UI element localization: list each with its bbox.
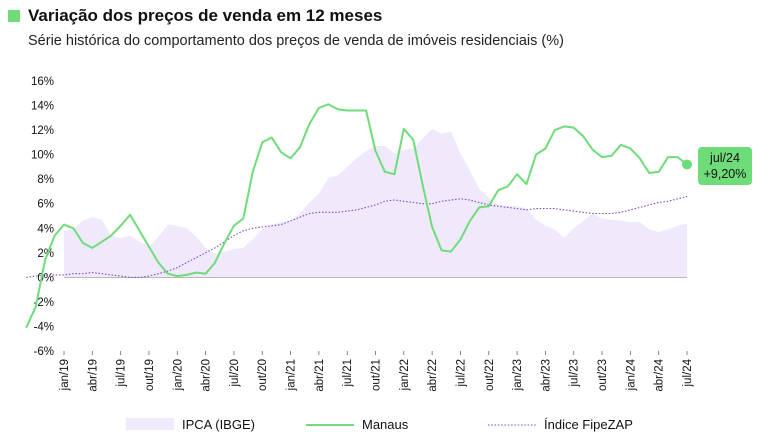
ipca-area bbox=[64, 128, 687, 278]
y-tick-label: -6% bbox=[34, 346, 54, 358]
x-tick-label: jan/22 bbox=[399, 359, 411, 391]
x-tick-label: jul/20 bbox=[229, 359, 241, 388]
y-tick-label: 2% bbox=[37, 248, 54, 260]
y-tick-label: 12% bbox=[31, 125, 54, 137]
legend-manaus-label: Manaus bbox=[362, 417, 409, 432]
annotation-badge bbox=[698, 147, 752, 185]
x-tick-label: out/20 bbox=[257, 359, 269, 391]
annotation-value: +9,20% bbox=[704, 167, 747, 181]
y-tick-label: 10% bbox=[31, 150, 54, 162]
y-tick-label: 8% bbox=[37, 174, 54, 186]
annotation-date: jul/24 bbox=[709, 151, 740, 165]
x-tick-label: jul/22 bbox=[455, 359, 467, 388]
y-tick-label: -4% bbox=[34, 321, 54, 333]
chart-title-row: Variação dos preços de venda em 12 meses bbox=[8, 6, 382, 26]
y-tick-label: 4% bbox=[37, 223, 54, 235]
x-tick-label: abr/20 bbox=[201, 359, 213, 392]
manaus-endpoint-marker bbox=[682, 159, 692, 170]
x-tick-label: jul/19 bbox=[116, 359, 128, 388]
chart-title: Variação dos preços de venda em 12 meses bbox=[28, 6, 383, 25]
x-tick-label: abr/21 bbox=[314, 359, 326, 392]
x-tick-label: jul/23 bbox=[569, 359, 581, 388]
y-tick-label: -2% bbox=[34, 297, 54, 309]
x-tick-label: jan/21 bbox=[286, 359, 298, 391]
x-tick-label: out/19 bbox=[144, 359, 156, 391]
x-tick-label: jan/24 bbox=[625, 358, 637, 391]
manaus-line bbox=[25, 103, 688, 329]
x-tick-label: abr/22 bbox=[427, 359, 439, 392]
chart-subtitle: Série histórica do comportamento dos pre… bbox=[28, 33, 564, 49]
x-tick-label: abr/19 bbox=[87, 359, 99, 392]
x-tick-label: jan/19 bbox=[59, 359, 71, 391]
x-tick-label: abr/24 bbox=[654, 358, 666, 391]
x-tick-label: out/22 bbox=[484, 359, 496, 391]
fipezap-line bbox=[26, 195, 688, 278]
x-tick-label: jan/23 bbox=[512, 359, 524, 391]
title-marker bbox=[8, 10, 20, 22]
legend-ipca-label: IPCA (IBGE) bbox=[182, 417, 255, 432]
x-tick-label: jul/21 bbox=[342, 359, 354, 388]
y-tick-label: 6% bbox=[37, 199, 54, 211]
x-tick-label: jan/20 bbox=[172, 359, 184, 391]
legend-fipezap-label: Índice FipeZAP bbox=[544, 417, 633, 432]
x-tick-label: abr/23 bbox=[540, 359, 552, 392]
legend-ipca-swatch bbox=[126, 418, 174, 430]
y-tick-label: 14% bbox=[31, 101, 54, 113]
x-tick-label: jul/24 bbox=[682, 358, 694, 387]
y-tick-label: 16% bbox=[31, 76, 54, 88]
x-tick-label: out/21 bbox=[371, 359, 383, 391]
x-tick-label: out/23 bbox=[597, 359, 609, 391]
